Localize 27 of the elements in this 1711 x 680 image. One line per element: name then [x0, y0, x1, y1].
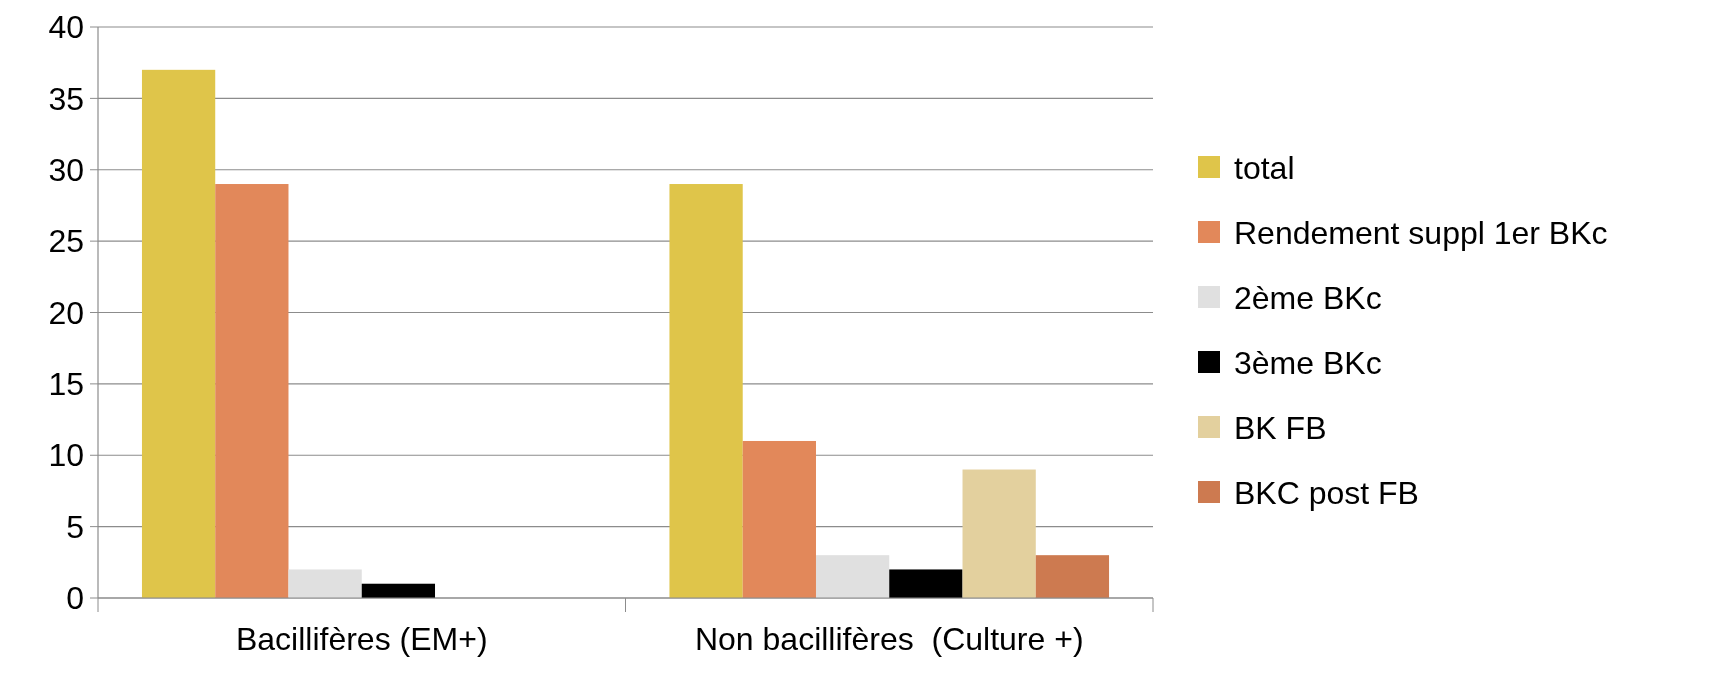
bar: [889, 569, 963, 598]
bar: [288, 569, 362, 598]
y-tick-label: 25: [48, 223, 84, 260]
y-tick-label: 5: [66, 508, 84, 545]
bar: [141, 69, 216, 598]
legend-label: 2ème BKc: [1234, 280, 1382, 317]
legend-label: Rendement suppl 1er BKc: [1234, 215, 1608, 252]
y-tick-label: 35: [48, 80, 84, 117]
bar: [1035, 555, 1110, 598]
bar: [215, 184, 289, 598]
legend-label: BK FB: [1234, 410, 1327, 447]
legend-label: BKC post FB: [1234, 475, 1419, 512]
x-tick-label: Non bacillifères (Culture +): [694, 621, 1084, 657]
legend-label: total: [1234, 150, 1295, 187]
bar: [669, 184, 743, 598]
y-tick-label: 40: [48, 9, 84, 46]
bar: [361, 583, 436, 598]
bar: [742, 440, 816, 598]
y-tick-label: 30: [48, 151, 84, 188]
y-tick-label: 0: [66, 580, 84, 617]
y-tick-label: 20: [48, 294, 84, 331]
bar: [962, 469, 1036, 598]
y-tick-label: 15: [48, 366, 84, 403]
bar: [815, 555, 890, 598]
legend-label: 3ème BKc: [1234, 345, 1382, 382]
x-tick-label: Bacillifères (EM+): [235, 621, 488, 657]
y-tick-label: 10: [48, 437, 84, 474]
